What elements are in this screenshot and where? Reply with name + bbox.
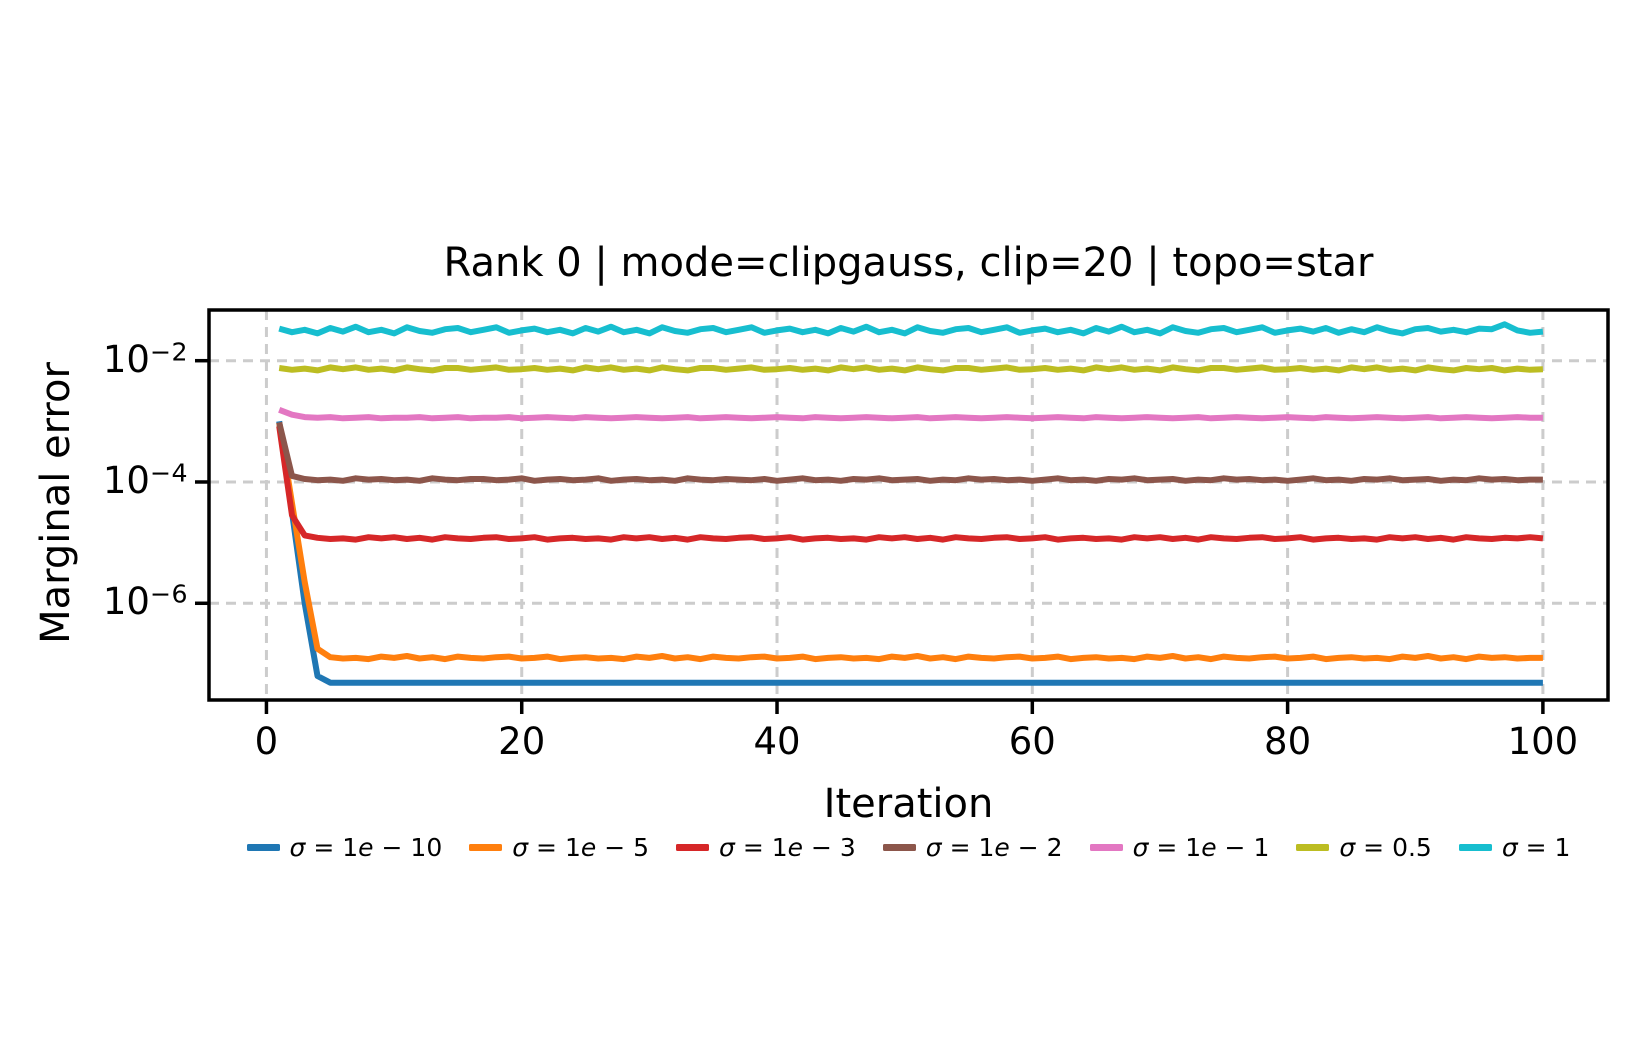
series-line-σ=1: [278, 321, 1544, 337]
series-line-σ=0.5: [278, 364, 1544, 374]
legend-item: σ = 1e − 10: [246, 833, 443, 862]
legend-label: σ = 1e − 10: [289, 833, 443, 862]
legend-label: σ = 1: [1501, 833, 1571, 862]
legend-item: σ = 1: [1458, 833, 1571, 862]
x-tick-label-80: 80: [1264, 720, 1312, 763]
legend-label: σ = 0.5: [1339, 833, 1432, 862]
legend-swatch: [1089, 844, 1123, 851]
legend-item: σ = 0.5: [1296, 833, 1432, 862]
plot-border: [207, 308, 1610, 702]
legend-item: σ = 1e − 5: [469, 833, 649, 862]
chart-title: Rank 0 | mode=clipgauss, clip=20 | topo=…: [443, 240, 1374, 286]
y-tick-label-1e−6: 10−6: [102, 579, 188, 624]
legend-swatch: [882, 844, 916, 851]
legend-swatch: [246, 844, 280, 851]
x-tick-label-40: 40: [753, 720, 801, 763]
legend-label: σ = 1e − 5: [512, 833, 649, 862]
series-line-σ=1e−5: [276, 422, 1543, 663]
x-axis-label: Iteration: [823, 781, 994, 827]
legend-swatch: [469, 844, 503, 851]
x-tick-label-100: 100: [1507, 720, 1579, 763]
legend-label: σ = 1e − 1: [1132, 833, 1270, 862]
legend-label: σ = 1e − 2: [925, 833, 1063, 862]
legend-item: σ = 1e − 2: [882, 833, 1063, 862]
legend-swatch: [1458, 844, 1492, 851]
legend-label: σ = 1e − 3: [719, 833, 856, 862]
legend-item: σ = 1e − 3: [676, 833, 856, 862]
series-line-σ=1e−2: [276, 421, 1543, 484]
series-line-σ=1e−3: [276, 425, 1544, 543]
y-tick-label-1e−2: 10−2: [102, 337, 188, 381]
y-tick-label-1e−4: 10−4: [102, 458, 188, 502]
y-axis-label: Marginal error: [33, 362, 79, 644]
legend-item: σ = 1e − 1: [1089, 833, 1270, 862]
legend: σ = 1e − 10 σ = 1e − 5 σ = 1e − 3 σ = 1e − …: [209, 833, 1608, 862]
x-tick-label-20: 20: [498, 720, 546, 763]
series-line-σ=1e−10: [276, 420, 1543, 686]
legend-swatch: [676, 844, 709, 851]
series-line-σ=1e−1: [278, 406, 1543, 422]
x-tick-label-0: 0: [254, 720, 279, 763]
x-tick-label-60: 60: [1008, 720, 1056, 763]
legend-swatch: [1296, 844, 1330, 851]
